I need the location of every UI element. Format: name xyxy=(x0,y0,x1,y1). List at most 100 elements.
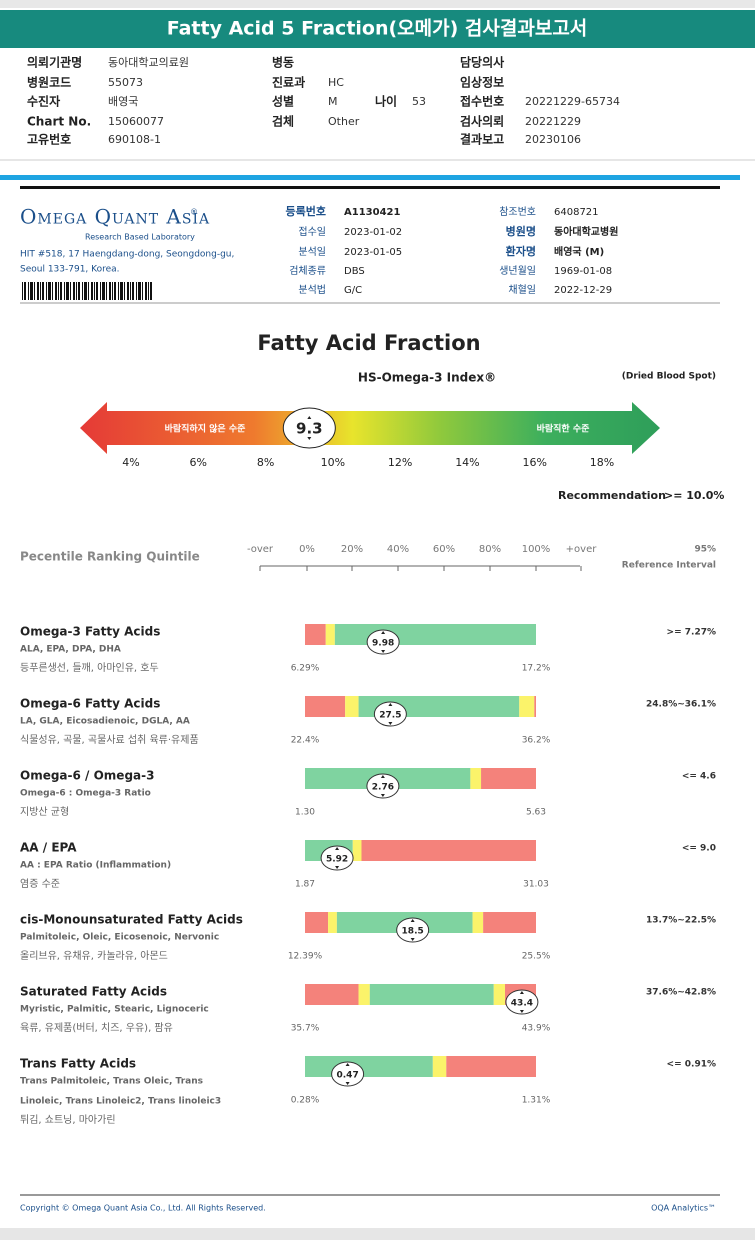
range-zone xyxy=(446,1056,536,1077)
barcode-bar xyxy=(145,282,147,300)
range-max: 17.2% xyxy=(522,664,551,674)
barcode-bar xyxy=(124,282,125,300)
range-min: 1.87 xyxy=(295,880,315,890)
tick-label: 10% xyxy=(321,456,345,469)
row-foods: 튀김, 쇼트닝, 마아가린 xyxy=(20,1114,116,1126)
barcode-bar xyxy=(22,282,23,300)
lab-value: 동아대학교병원 xyxy=(554,225,618,238)
lab-label: 병원명 xyxy=(506,224,536,238)
lab-value: 2023-01-02 xyxy=(344,227,402,238)
range-zone xyxy=(361,840,536,861)
field-label: 검체 xyxy=(272,114,294,129)
range-min: 35.7% xyxy=(291,1024,320,1034)
range-max: 5.63 xyxy=(526,808,546,818)
scale-label: 60% xyxy=(433,544,455,555)
barcode-bar xyxy=(28,282,29,300)
reference: <= 9.0 xyxy=(682,844,716,854)
lab-logo: Omega Quant Asia xyxy=(20,205,210,229)
range-zone xyxy=(481,768,536,789)
barcode-bar xyxy=(58,282,59,300)
scale-label: 0% xyxy=(299,544,315,555)
lab-value: G/C xyxy=(344,285,362,296)
value-marker xyxy=(366,629,400,655)
barcode-bar xyxy=(37,282,39,300)
row-name: cis-Monounsaturated Fatty Acids xyxy=(20,913,243,927)
lab-label: 참조번호 xyxy=(499,206,536,218)
field-label: 수진자 xyxy=(27,94,60,109)
lab-address: HIT #518, 17 Haengdang-dong, Seongdong-g… xyxy=(20,250,234,260)
range-zone xyxy=(345,696,359,717)
reference: <= 4.6 xyxy=(682,772,716,782)
reference: 24.8%~36.1% xyxy=(646,700,716,710)
range-min: 12.39% xyxy=(288,952,323,962)
barcode-bar xyxy=(112,282,113,300)
row-subtitle: Trans Palmitoleic, Trans Oleic, Trans xyxy=(20,1077,203,1087)
range-zone xyxy=(432,1056,447,1077)
field-label: 병동 xyxy=(272,55,294,70)
reference: 13.7%~22.5% xyxy=(646,916,716,926)
barcode-bar xyxy=(118,282,119,300)
field-label: Chart No. xyxy=(27,115,91,129)
barcode xyxy=(22,282,152,300)
row-foods: 염증 수준 xyxy=(20,878,60,890)
field-value: 55073 xyxy=(108,76,143,89)
lab-value: 1969-01-08 xyxy=(554,266,612,277)
barcode-bar xyxy=(84,282,87,300)
field-label: 고유번호 xyxy=(27,132,71,147)
tick-label: 14% xyxy=(455,456,479,469)
lab-label: 생년월일 xyxy=(499,265,536,277)
lab-address: Seoul 133-791, Korea. xyxy=(20,265,120,275)
reference: 37.6%~42.8% xyxy=(646,988,716,998)
row-name: Omega-6 / Omega-3 xyxy=(20,769,154,783)
lab-label: 검체종류 xyxy=(289,265,326,277)
barcode-bar xyxy=(34,282,35,300)
lab-value: 2022-12-29 xyxy=(554,285,612,296)
scale-label: 80% xyxy=(479,544,501,555)
lab-label: 등록번호 xyxy=(286,204,326,218)
barcode-bar xyxy=(55,282,57,300)
value-marker xyxy=(282,407,336,449)
range-min: 0.28% xyxy=(291,1096,320,1106)
specimen: (Dried Blood Spot) xyxy=(622,372,716,382)
row-subtitle: Omega-6 : Omega-3 Ratio xyxy=(20,789,151,799)
row-name: Omega-3 Fatty Acids xyxy=(20,625,160,639)
field-value: 53 xyxy=(412,95,426,108)
barcode-bar xyxy=(91,282,93,300)
logo-mark: ® xyxy=(190,208,198,217)
lab-label: 환자명 xyxy=(506,244,536,258)
row-name: Trans Fatty Acids xyxy=(20,1057,136,1071)
barcode-bar xyxy=(100,282,101,300)
barcode-bar xyxy=(64,282,65,300)
row-name: AA / EPA xyxy=(20,841,77,855)
barcode-bar xyxy=(127,282,129,300)
field-label: 진료과 xyxy=(272,75,305,90)
row-subtitle: Linoleic, Trans Linoleic2, Trans linolei… xyxy=(20,1097,221,1107)
range-zone xyxy=(493,984,506,1005)
value-label: 9.3 xyxy=(296,420,323,438)
tick-label: 4% xyxy=(122,456,139,469)
lab-tagline: Research Based Laboratory xyxy=(85,233,195,242)
section-title: Fatty Acid Fraction xyxy=(257,331,480,355)
recommendation-label: Recommendation xyxy=(558,489,666,502)
field-value: HC xyxy=(328,76,344,89)
range-max: 31.03 xyxy=(523,880,549,890)
range-zone xyxy=(470,768,482,789)
scale-label: 40% xyxy=(387,544,409,555)
range-zone xyxy=(305,1056,433,1077)
barcode-bar xyxy=(132,282,134,300)
lab-value: 6408721 xyxy=(554,207,599,218)
row-subtitle: Myristic, Palmitic, Stearic, Lignoceric xyxy=(20,1005,209,1015)
value-label: 2.76 xyxy=(372,783,394,793)
tick-label: 6% xyxy=(190,456,207,469)
scale-label: 20% xyxy=(341,544,363,555)
value-label: 27.5 xyxy=(379,711,401,721)
row-foods: 등푸른생선, 들깨, 아마인유, 호두 xyxy=(20,662,159,674)
range-max: 36.2% xyxy=(522,736,551,746)
value-label: 5.92 xyxy=(326,855,348,865)
barcode-bar xyxy=(60,282,62,300)
row-name: Saturated Fatty Acids xyxy=(20,985,167,999)
low-label: 바람직하지 않은 수준 xyxy=(165,423,246,435)
black-rule xyxy=(20,186,720,189)
field-label: 성별 xyxy=(272,94,294,109)
